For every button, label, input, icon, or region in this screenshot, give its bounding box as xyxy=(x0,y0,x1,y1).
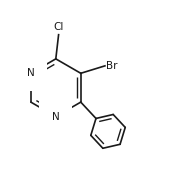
Text: Br: Br xyxy=(106,61,117,71)
Text: N: N xyxy=(52,112,60,121)
Text: Cl: Cl xyxy=(53,22,64,32)
Text: N: N xyxy=(27,68,35,78)
